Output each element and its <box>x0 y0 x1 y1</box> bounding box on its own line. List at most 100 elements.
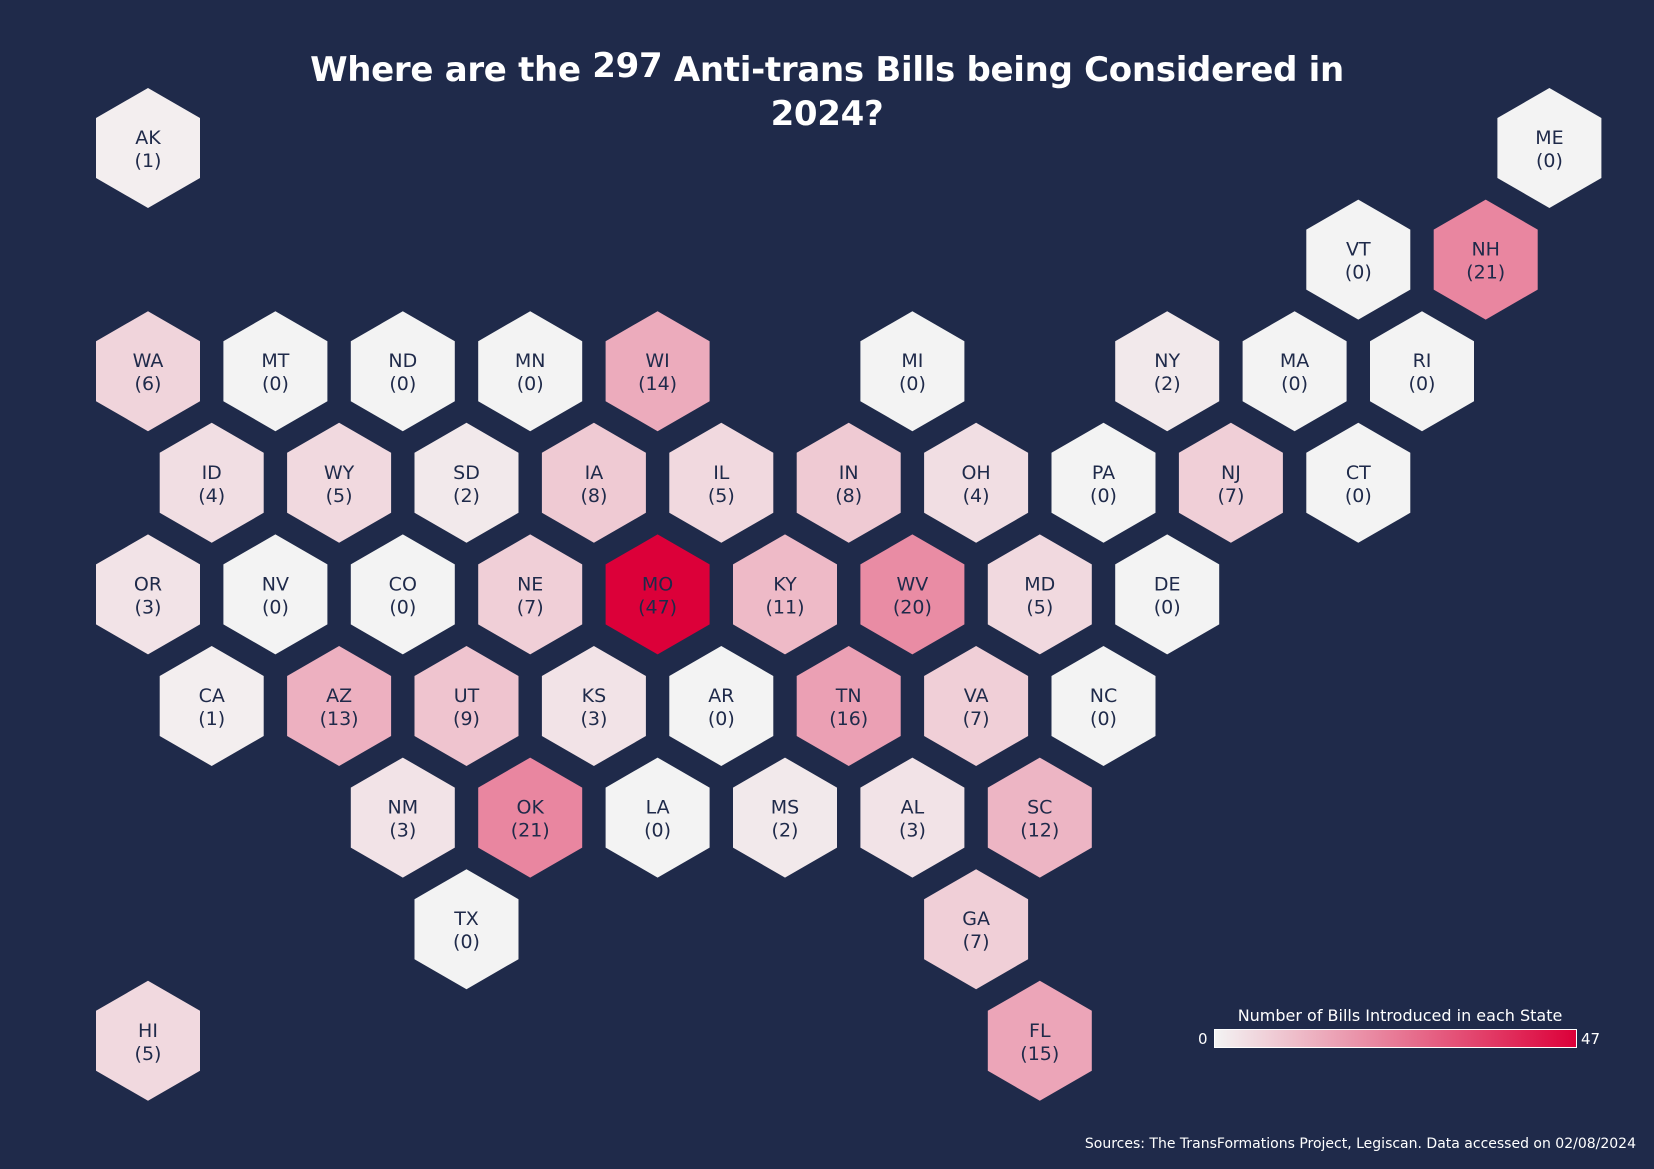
state-tile-ny: NY(2) <box>1115 311 1220 432</box>
state-tile-oh: OH(4) <box>924 422 1029 543</box>
state-tile-nm: NM(3) <box>350 757 455 878</box>
state-tile-ky: KY(11) <box>733 534 837 655</box>
state-tile-pa: PA(0) <box>1051 422 1156 543</box>
state-hex <box>350 757 455 878</box>
state-abbr-label: NE <box>517 573 543 595</box>
state-hex <box>924 869 1029 990</box>
state-count-label: (14) <box>638 373 677 395</box>
state-tile-fl: FL(15) <box>987 980 1092 1101</box>
state-hex <box>223 311 328 432</box>
state-hex <box>414 869 519 990</box>
state-hex <box>987 757 1092 878</box>
state-tile-id: ID(4) <box>159 422 264 543</box>
state-abbr-label: IA <box>585 462 604 484</box>
state-abbr-label: SC <box>1027 797 1052 819</box>
state-abbr-label: MI <box>901 350 923 372</box>
state-count-label: (3) <box>899 820 926 842</box>
state-hex <box>860 534 965 655</box>
state-count-label: (8) <box>835 485 862 507</box>
state-hex <box>350 311 455 432</box>
state-hex <box>541 646 646 766</box>
state-tile-sd: SD(2) <box>414 422 519 543</box>
state-abbr-label: MD <box>1024 573 1055 595</box>
state-abbr-label: LA <box>646 797 670 819</box>
state-hex <box>414 646 519 766</box>
state-tile-ks: KS(3) <box>541 646 646 766</box>
state-abbr-label: ID <box>202 462 222 484</box>
state-tile-ca: CA(1) <box>159 646 264 766</box>
title-text-before: Where are the <box>310 50 593 90</box>
state-hex <box>924 646 1029 766</box>
state-abbr-label: CT <box>1346 462 1371 484</box>
state-count-label: (13) <box>320 708 359 730</box>
state-abbr-label: TN <box>835 685 862 707</box>
state-abbr-label: ME <box>1535 127 1563 149</box>
state-tile-or: OR(3) <box>96 534 200 655</box>
state-tile-ga: GA(7) <box>924 869 1029 990</box>
state-tile-ok: OK(21) <box>478 757 583 878</box>
state-tile-nc: NC(0) <box>1051 646 1156 766</box>
state-abbr-label: ND <box>388 350 417 372</box>
state-tile-hi: HI(5) <box>96 980 200 1101</box>
state-abbr-label: IN <box>839 462 859 484</box>
state-count-label: (0) <box>708 708 735 730</box>
state-abbr-label: NC <box>1090 685 1117 707</box>
state-hex <box>1306 422 1411 543</box>
state-abbr-label: KY <box>773 573 797 595</box>
state-abbr-label: GA <box>962 908 990 930</box>
state-count-label: (0) <box>644 820 671 842</box>
state-abbr-label: OK <box>516 797 544 819</box>
state-tile-nv: NV(0) <box>223 534 328 655</box>
state-count-label: (1) <box>135 150 162 172</box>
state-abbr-label: CA <box>199 685 225 707</box>
state-abbr-label: NH <box>1471 239 1500 261</box>
state-tile-la: LA(0) <box>605 757 710 878</box>
state-tile-de: DE(0) <box>1115 534 1220 655</box>
state-tile-mo: MO(47) <box>605 534 710 655</box>
state-abbr-label: NM <box>387 797 418 819</box>
state-tile-ia: IA(8) <box>541 422 646 543</box>
state-hex <box>287 422 392 543</box>
state-hex <box>1370 311 1474 432</box>
state-hex <box>987 980 1092 1101</box>
state-hex <box>605 757 710 878</box>
state-count-label: (6) <box>135 373 162 395</box>
state-count-label: (12) <box>1020 820 1059 842</box>
state-abbr-label: DE <box>1154 573 1181 595</box>
state-count-label: (0) <box>1536 150 1563 172</box>
state-hex <box>605 534 710 655</box>
state-tile-ms: MS(2) <box>733 757 837 878</box>
state-hex <box>414 422 519 543</box>
state-tile-mn: MN(0) <box>478 311 583 432</box>
state-tile-sc: SC(12) <box>987 757 1092 878</box>
state-count-label: (8) <box>580 485 607 507</box>
state-count-label: (0) <box>899 373 926 395</box>
state-abbr-label: AR <box>708 685 734 707</box>
state-abbr-label: CO <box>389 573 417 595</box>
state-count-label: (0) <box>262 596 289 618</box>
state-abbr-label: OR <box>134 573 162 595</box>
state-hex <box>860 311 965 432</box>
state-count-label: (0) <box>389 596 416 618</box>
state-count-label: (2) <box>1154 373 1181 395</box>
state-count-label: (5) <box>326 485 353 507</box>
state-hex <box>96 980 200 1101</box>
state-hex <box>1242 311 1347 432</box>
state-tile-nd: ND(0) <box>350 311 455 432</box>
state-tile-tn: TN(16) <box>796 646 901 766</box>
state-hex <box>478 534 583 655</box>
state-hex <box>796 422 901 543</box>
state-count-label: (0) <box>517 373 544 395</box>
state-count-label: (7) <box>517 596 544 618</box>
state-abbr-label: VT <box>1346 239 1371 261</box>
state-tile-ar: AR(0) <box>669 646 774 766</box>
state-abbr-label: MA <box>1280 350 1309 372</box>
state-abbr-label: SD <box>453 462 480 484</box>
state-hex <box>1051 422 1156 543</box>
state-count-label: (1) <box>198 708 225 730</box>
state-count-label: (7) <box>963 708 990 730</box>
state-abbr-label: FL <box>1029 1020 1051 1042</box>
state-tile-wy: WY(5) <box>287 422 392 543</box>
state-tile-wi: WI(14) <box>605 311 710 432</box>
state-abbr-label: UT <box>454 685 480 707</box>
